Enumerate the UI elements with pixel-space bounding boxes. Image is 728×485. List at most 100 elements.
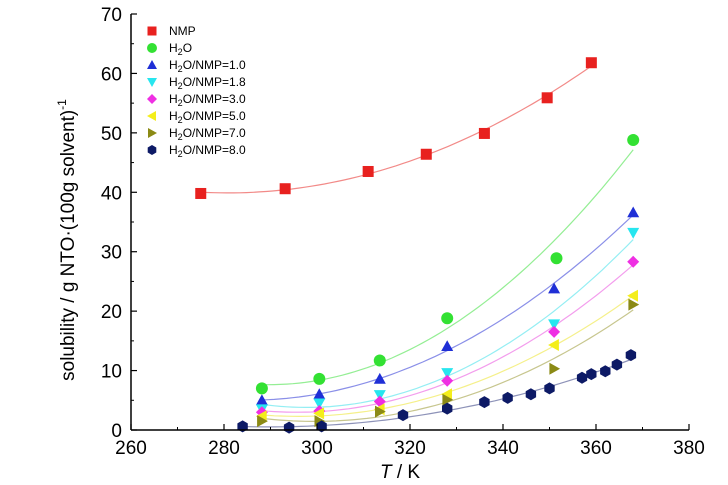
data-point (625, 349, 637, 362)
y-tick-label: 40 (101, 183, 122, 204)
legend-label-rest: O/NMP=7.0 (183, 126, 246, 140)
legend-label-main: H (169, 143, 178, 157)
legend-label: H2O/NMP=5.0 (169, 109, 246, 125)
data-point (627, 227, 640, 239)
legend-label-sub: 2 (178, 81, 183, 91)
x-tick-label: 340 (487, 438, 519, 459)
data-point (441, 368, 454, 379)
y-tick-label: 0 (111, 421, 122, 442)
legend-label: H2O (169, 41, 192, 57)
y-tick-label: 70 (101, 5, 122, 26)
y-tick-label: 30 (101, 243, 122, 264)
y-tick-label: 50 (101, 124, 122, 145)
legend-label: NMP (169, 24, 196, 38)
x-axis-var: T (380, 462, 393, 483)
data-point (313, 407, 325, 420)
data-point (548, 325, 561, 338)
data-point (548, 282, 561, 294)
data-point (420, 148, 432, 160)
legend-label-rest: O/NMP=5.0 (183, 109, 246, 123)
y-axis-title-sup: -1 (55, 99, 69, 110)
legend-label-rest: O (183, 41, 192, 55)
legend-label-sub: 2 (178, 149, 183, 159)
y-tick-label: 60 (101, 64, 122, 85)
data-point (313, 398, 326, 410)
legend-label-sub: 2 (178, 47, 183, 57)
legend-label-rest: O/NMP=8.0 (183, 143, 246, 157)
x-tick-label: 280 (208, 438, 240, 459)
tick-labels: 260 280 300 320 340 360 380 0 10 20 30 40 50 60 70 (101, 5, 705, 459)
data-point (628, 298, 640, 311)
data-point (279, 183, 291, 195)
legend-label-sub: 2 (178, 64, 183, 74)
x-tick-label: 320 (394, 438, 426, 459)
data-point (442, 393, 454, 406)
data-point (362, 165, 374, 177)
x-axis-unit: / K (392, 462, 421, 483)
data-point (541, 92, 553, 104)
data-point (544, 382, 555, 395)
y-tick-label: 10 (101, 362, 122, 383)
axes (130, 13, 690, 431)
x-tick-label: 380 (673, 438, 705, 459)
legend-marker (147, 145, 157, 155)
legend-label-sub: 2 (178, 115, 183, 125)
data-point (375, 405, 386, 418)
legend-label: H2O/NMP=1.0 (169, 58, 246, 74)
y-tick-label: 20 (101, 302, 122, 323)
data-point (600, 365, 611, 378)
legend-label: H2O/NMP=1.8 (169, 75, 246, 91)
data-point (627, 289, 638, 302)
x-axis-title: T / K (380, 462, 420, 483)
data-point (255, 382, 268, 395)
data-point (255, 394, 268, 406)
fit-curve (242, 359, 632, 428)
data-point (257, 415, 268, 428)
data-point (550, 252, 563, 265)
x-tick-label: 260 (115, 438, 147, 459)
data-point (586, 368, 597, 381)
legend-label-sub: 2 (178, 132, 183, 142)
data-point (441, 388, 452, 401)
data-point (502, 391, 513, 404)
data-point (548, 319, 561, 331)
x-tick-label: 300 (301, 438, 333, 459)
data-point (627, 206, 640, 218)
legend-label-main: H (169, 126, 178, 140)
legend-marker (147, 111, 156, 121)
fit-curve (261, 264, 634, 413)
data-point (549, 362, 561, 375)
y-axis-title-main: solubility / g NTO·(100g solvent) (58, 110, 79, 381)
legend-label: H2O/NMP=7.0 (169, 126, 246, 142)
legend-marker (147, 43, 157, 53)
data-point (576, 371, 588, 384)
legend-label: H2O/NMP=8.0 (169, 143, 246, 159)
legend-label-rest: O/NMP=3.0 (183, 92, 246, 106)
data-point (373, 354, 386, 367)
legend-label-main: H (169, 109, 178, 123)
data-point (441, 340, 454, 351)
legend-label-main: H (169, 58, 178, 72)
data-point (627, 255, 640, 268)
fit-curve (200, 65, 592, 194)
legend-label-rest: O/NMP=1.8 (183, 75, 246, 89)
legend-label-main: H (169, 92, 178, 106)
data-point (373, 372, 386, 384)
legend-label: H2O/NMP=3.0 (169, 92, 246, 108)
legend-label-main: H (169, 41, 178, 55)
fit-curves (200, 65, 634, 428)
legend-label-rest: O/NMP=1.0 (183, 58, 246, 72)
data-point (442, 402, 453, 415)
data-points (195, 57, 640, 434)
legend-marker (147, 60, 157, 69)
data-point (313, 372, 326, 385)
data-point (397, 409, 409, 422)
data-point (611, 358, 623, 371)
data-point (479, 396, 490, 409)
data-point (548, 339, 559, 351)
data-point (313, 388, 326, 400)
data-point (283, 421, 295, 434)
data-point (627, 133, 640, 146)
data-point (441, 374, 454, 387)
